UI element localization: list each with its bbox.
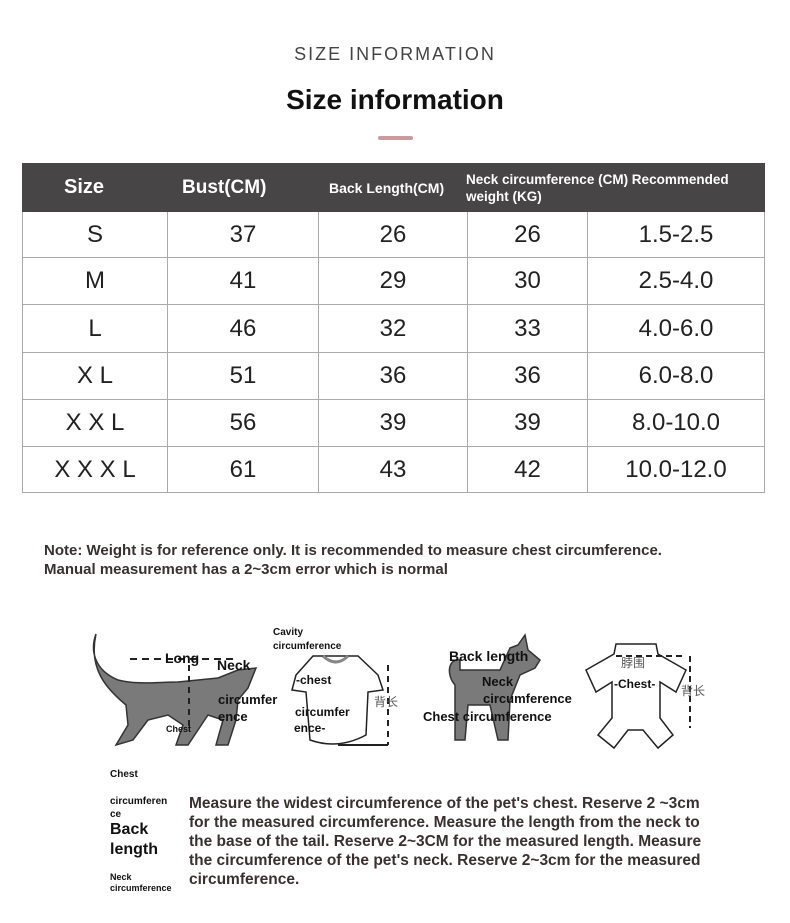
table-cell: 51: [167, 353, 318, 399]
shirt-label-cavity: circumference: [273, 641, 342, 652]
page-title: Size information: [286, 84, 504, 115]
legend-neck: circumference: [110, 883, 172, 893]
dog-label-chest: Chest circumference: [423, 709, 552, 724]
note: Note: Weight is for reference only. It i…: [44, 541, 662, 579]
shirt-label-back: 背长: [374, 695, 399, 709]
table-cell: 41: [167, 258, 318, 304]
table-cell: 56: [167, 400, 318, 446]
table-cell: 8.0-10.0: [587, 400, 765, 446]
column-header-bust: Bust(CM): [182, 176, 267, 198]
cat-label-neck: Neck: [217, 657, 251, 673]
cat-label-chest: Chest: [166, 724, 192, 734]
table-cell: 10.0-12.0: [587, 447, 765, 492]
dog-label-neck: Neck: [482, 674, 514, 689]
pet-suit-diagram-icon: [585, 643, 691, 750]
cat-label-long: Long: [165, 650, 200, 666]
legend-back-length: Back: [110, 821, 149, 838]
table-cell: 36: [318, 353, 467, 399]
table-row: L 46 32 33 4.0-6.0: [22, 305, 765, 353]
shirt-label-chest: circumfer: [295, 705, 350, 719]
measurement-description: Measure the widest circumference of the …: [189, 795, 702, 888]
shirt-label-cavity: Cavity: [273, 627, 304, 638]
table-cell: 4.0-6.0: [587, 305, 765, 352]
legend-back-length: length: [110, 841, 158, 858]
table-cell: 32: [318, 305, 467, 352]
table-cell: X X L: [22, 400, 167, 446]
shirt-diagram-icon: [291, 654, 389, 746]
table-cell: 29: [318, 258, 467, 304]
table-cell: 33: [467, 305, 587, 352]
table-cell: 39: [467, 400, 587, 446]
table-row: S 37 26 26 1.5-2.5: [22, 212, 765, 258]
table-cell: S: [22, 212, 167, 257]
dog-silhouette-icon: [448, 633, 541, 741]
legend-chest: ce: [110, 809, 122, 820]
table-row: X X L 56 39 39 8.0-10.0: [22, 400, 765, 447]
table-cell: 43: [318, 447, 467, 492]
legend-chest: Chest: [110, 769, 138, 780]
table-cell: 2.5-4.0: [587, 258, 765, 304]
table-cell: X L: [22, 353, 167, 399]
section-eyebrow: SIZE INFORMATION: [294, 44, 496, 64]
table-cell: 36: [467, 353, 587, 399]
table-row: X X X L 61 43 42 10.0-12.0: [22, 447, 765, 493]
table-cell: 46: [167, 305, 318, 352]
table-cell: L: [22, 305, 167, 352]
table-cell: 26: [318, 212, 467, 257]
accent-divider: [378, 136, 413, 140]
cat-silhouette-icon: [92, 633, 258, 747]
suit-label-back: 背长: [681, 684, 706, 698]
table-cell: 1.5-2.5: [587, 212, 765, 257]
table-cell: 6.0-8.0: [587, 353, 765, 399]
column-header-neck-weight: Neck circumference (CM) Recommended weig…: [466, 171, 729, 204]
dog-label-back-length: Back length: [449, 648, 529, 664]
table-cell: 37: [167, 212, 318, 257]
suit-label-neck: 脖围: [621, 656, 646, 670]
table-row: X L 51 36 36 6.0-8.0: [22, 353, 765, 400]
table-row: M 41 29 30 2.5-4.0: [22, 258, 765, 305]
legend-chest: circumferen: [110, 796, 168, 807]
size-table-header: Size Bust(CM) Back Length(CM) Neck circu…: [22, 163, 765, 212]
table-cell: 61: [167, 447, 318, 492]
cat-label-neck: ence: [218, 709, 248, 724]
column-header-back-length: Back Length(CM): [329, 179, 445, 196]
note-line: Note: Weight is for reference only. It i…: [44, 542, 662, 559]
cat-label-neck: circumfer: [218, 692, 278, 707]
shirt-label-chest: -chest: [296, 673, 332, 687]
suit-label-chest: -Chest-: [614, 677, 656, 691]
table-cell: M: [22, 258, 167, 304]
table-cell: X X X L: [22, 447, 167, 492]
legend-neck: Neck: [110, 872, 132, 882]
shirt-label-chest: ence-: [294, 721, 326, 735]
table-cell: 26: [467, 212, 587, 257]
table-cell: 39: [318, 400, 467, 446]
note-line: Manual measurement has a 2~3cm error whi…: [44, 561, 448, 578]
table-cell: 42: [467, 447, 587, 492]
dog-label-neck: circumference: [483, 691, 572, 706]
column-header-size: Size: [64, 176, 105, 198]
table-cell: 30: [467, 258, 587, 304]
